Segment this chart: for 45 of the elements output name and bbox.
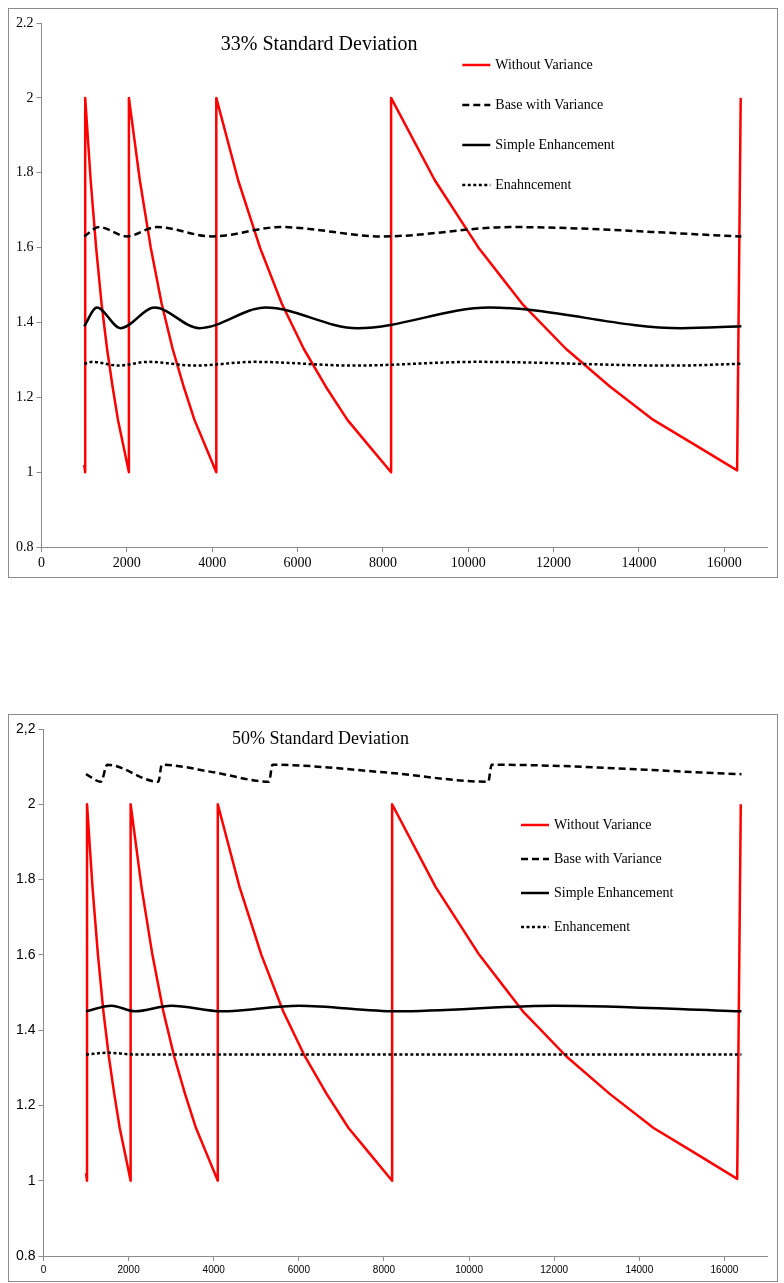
x-tick-label: 12000 <box>540 1263 569 1275</box>
y-tick-label: 1.2 <box>15 1096 36 1113</box>
legend-label: Simple Enhancement <box>554 884 674 900</box>
y-tick-label: 1.6 <box>16 239 34 255</box>
x-tick-label: 12000 <box>536 555 572 571</box>
x-tick-label: 6000 <box>283 555 312 571</box>
y-tick-label: 2,2 <box>15 719 36 736</box>
legend-label: Enhancement <box>554 918 631 934</box>
x-tick-label: 14000 <box>625 1263 654 1275</box>
x-tick-label: 0 <box>38 555 45 571</box>
y-tick-label: 1.8 <box>16 164 34 180</box>
y-tick-label: 1 <box>27 1171 36 1188</box>
legend-label: Simple Enhancement <box>495 136 615 152</box>
y-tick-label: 1.4 <box>15 1021 36 1037</box>
y-tick-label: 0.8 <box>15 1246 36 1263</box>
x-tick-label: 8000 <box>368 555 397 571</box>
chart-title: 50% Standard Deviation <box>232 727 410 748</box>
x-tick-label: 4000 <box>202 1263 226 1275</box>
y-tick-label: 2 <box>26 89 34 105</box>
y-tick-label: 1 <box>26 463 34 479</box>
x-tick-label: 10000 <box>455 1263 484 1275</box>
x-tick-label: 4000 <box>198 555 227 571</box>
y-tick-label: 1.6 <box>15 945 36 962</box>
y-tick-label: 2 <box>27 795 36 812</box>
x-tick-label: 6000 <box>287 1263 311 1275</box>
y-tick-label: 1.8 <box>15 870 36 887</box>
legend-label: Without Variance <box>554 816 652 832</box>
x-tick-label: 8000 <box>372 1263 396 1275</box>
x-tick-label: 2000 <box>112 555 141 571</box>
x-tick-label: 16000 <box>706 555 742 571</box>
y-tick-label: 1.2 <box>16 389 34 405</box>
legend-label: Without Variance <box>495 56 593 72</box>
text: 33% Standard Deviation <box>220 32 418 55</box>
legend-label: Enahncement <box>495 176 572 192</box>
x-tick-label: 10000 <box>450 555 486 571</box>
x-tick-label: 16000 <box>710 1263 739 1275</box>
x-tick-label: 14000 <box>621 555 657 571</box>
y-tick-label: 1.4 <box>16 314 34 330</box>
x-tick-label: 0 <box>40 1263 47 1275</box>
legend-label: Base with Variance <box>554 850 662 866</box>
y-tick-label: 0.8 <box>16 538 34 554</box>
x-tick-label: 2000 <box>117 1263 141 1275</box>
y-tick-label: 2.2 <box>16 14 34 30</box>
line-series <box>84 763 743 783</box>
legend-label: Base with Variance <box>495 96 604 112</box>
